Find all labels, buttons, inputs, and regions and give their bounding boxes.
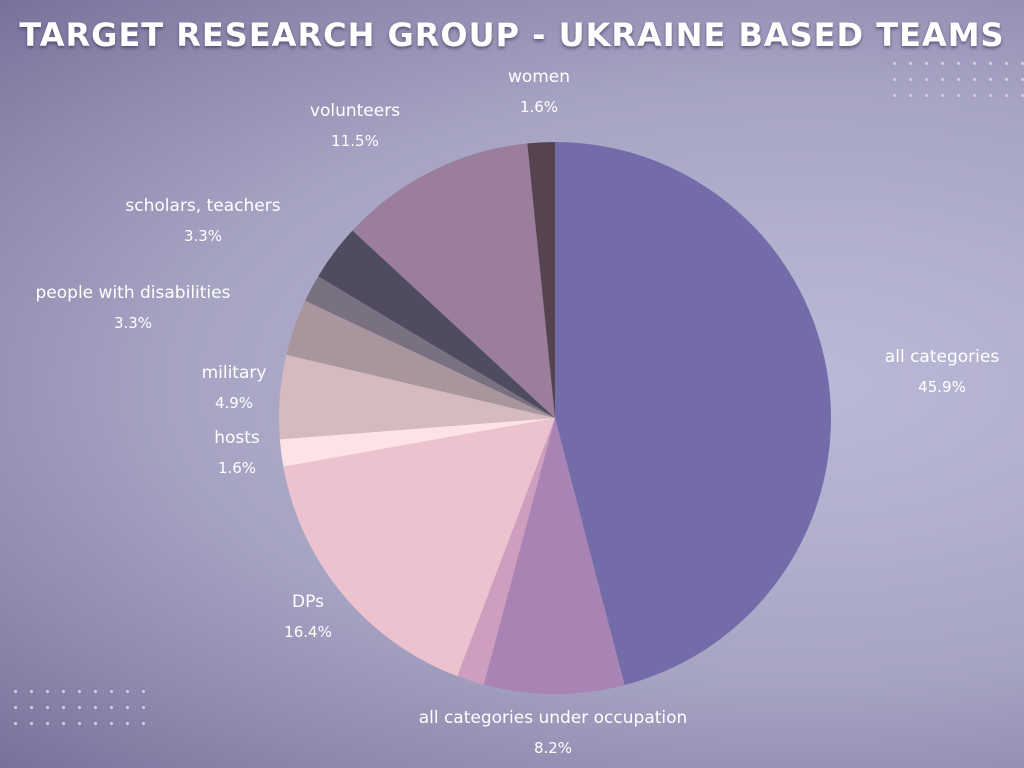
decorative-dot <box>973 62 976 65</box>
decorative-dot <box>62 722 65 725</box>
decorative-dot <box>909 78 912 81</box>
pie-slice-volunteers <box>352 143 555 418</box>
slice-value-all-categories: 45.9% <box>918 378 966 396</box>
decorative-dot <box>30 706 33 709</box>
slice-value-military: 4.9% <box>215 394 253 412</box>
decorative-dot <box>1005 78 1008 81</box>
slice-label-all-categories: all categories <box>885 347 1000 367</box>
decorative-dots-bottom-left <box>14 690 158 738</box>
decorative-dot <box>1021 78 1024 81</box>
decorative-dot <box>973 94 976 97</box>
decorative-dot <box>14 722 17 725</box>
decorative-dot <box>142 706 145 709</box>
decorative-dot <box>142 690 145 693</box>
decorative-dot <box>1021 62 1024 65</box>
slice-label-dps: DPs <box>292 592 324 612</box>
decorative-dot <box>893 62 896 65</box>
decorative-dot <box>126 722 129 725</box>
decorative-dot <box>957 62 960 65</box>
decorative-dot <box>126 706 129 709</box>
slice-label-people-with-disabilities: people with disabilities <box>36 283 231 303</box>
pie-slice-unlabeled-2 <box>457 418 555 685</box>
decorative-dot <box>925 62 928 65</box>
decorative-dot <box>1005 94 1008 97</box>
slice-label-all-categories-under-occupation: all categories under occupation <box>419 708 688 728</box>
pie-slice-unlabeled-7 <box>305 276 555 418</box>
chart-title: TARGET RESEARCH GROUP - UKRAINE BASED TE… <box>19 16 1005 54</box>
slice-label-women: women <box>508 67 570 87</box>
decorative-dot <box>94 706 97 709</box>
pie-slice-people-with-disabilities <box>286 300 555 418</box>
slice-label-scholars-teachers: scholars, teachers <box>125 196 280 216</box>
decorative-dot <box>14 706 17 709</box>
decorative-dot <box>1021 94 1024 97</box>
decorative-dot <box>142 722 145 725</box>
decorative-dot <box>989 78 992 81</box>
pie-slice-hosts <box>279 418 555 467</box>
decorative-dot <box>893 94 896 97</box>
decorative-dot <box>110 690 113 693</box>
decorative-dot <box>909 62 912 65</box>
decorative-dot <box>973 78 976 81</box>
pie-slice-all-categories <box>555 142 831 686</box>
pie-slice-scholars-teachers <box>318 230 555 418</box>
decorative-dot <box>110 706 113 709</box>
slice-value-volunteers: 11.5% <box>331 132 379 150</box>
decorative-dot <box>909 94 912 97</box>
decorative-dot <box>941 78 944 81</box>
decorative-dot <box>62 706 65 709</box>
slice-labels: all categories 45.9% all categories under … <box>36 67 1000 757</box>
slice-value-scholars-teachers: 3.3% <box>184 227 222 245</box>
decorative-dot <box>957 94 960 97</box>
slice-value-hosts: 1.6% <box>218 459 256 477</box>
decorative-dot <box>46 690 49 693</box>
decorative-dot <box>126 690 129 693</box>
slice-label-hosts: hosts <box>214 428 260 448</box>
pie-slices <box>279 142 831 694</box>
decorative-dot <box>989 94 992 97</box>
decorative-dot <box>46 706 49 709</box>
decorative-dot <box>941 94 944 97</box>
decorative-dot <box>78 690 81 693</box>
decorative-dot <box>30 722 33 725</box>
decorative-dot <box>94 690 97 693</box>
slice-label-volunteers: volunteers <box>310 101 400 121</box>
decorative-dot <box>1005 62 1008 65</box>
slice-value-women: 1.6% <box>520 98 558 116</box>
pie-slice-military <box>279 354 555 440</box>
pie-slice-women <box>527 142 555 418</box>
decorative-dot <box>78 706 81 709</box>
pie-slice-dps <box>283 418 555 677</box>
decorative-dot <box>925 78 928 81</box>
decorative-dot <box>941 62 944 65</box>
decorative-dot <box>989 62 992 65</box>
slice-label-military: military <box>202 363 267 383</box>
decorative-dot <box>925 94 928 97</box>
decorative-dot <box>46 722 49 725</box>
slice-value-all-categories-under-occupation: 8.2% <box>534 739 572 757</box>
pie-slice-all-categories-under-occupation <box>483 418 625 694</box>
decorative-dot <box>14 690 17 693</box>
decorative-dot <box>62 690 65 693</box>
decorative-dot <box>893 78 896 81</box>
decorative-dot <box>94 722 97 725</box>
decorative-dot <box>110 722 113 725</box>
decorative-dot <box>78 722 81 725</box>
slice-value-people-with-disabilities: 3.3% <box>114 314 152 332</box>
decorative-dots-top-right <box>893 62 1024 110</box>
decorative-dot <box>30 690 33 693</box>
decorative-dot <box>957 78 960 81</box>
slice-value-dps: 16.4% <box>284 623 332 641</box>
